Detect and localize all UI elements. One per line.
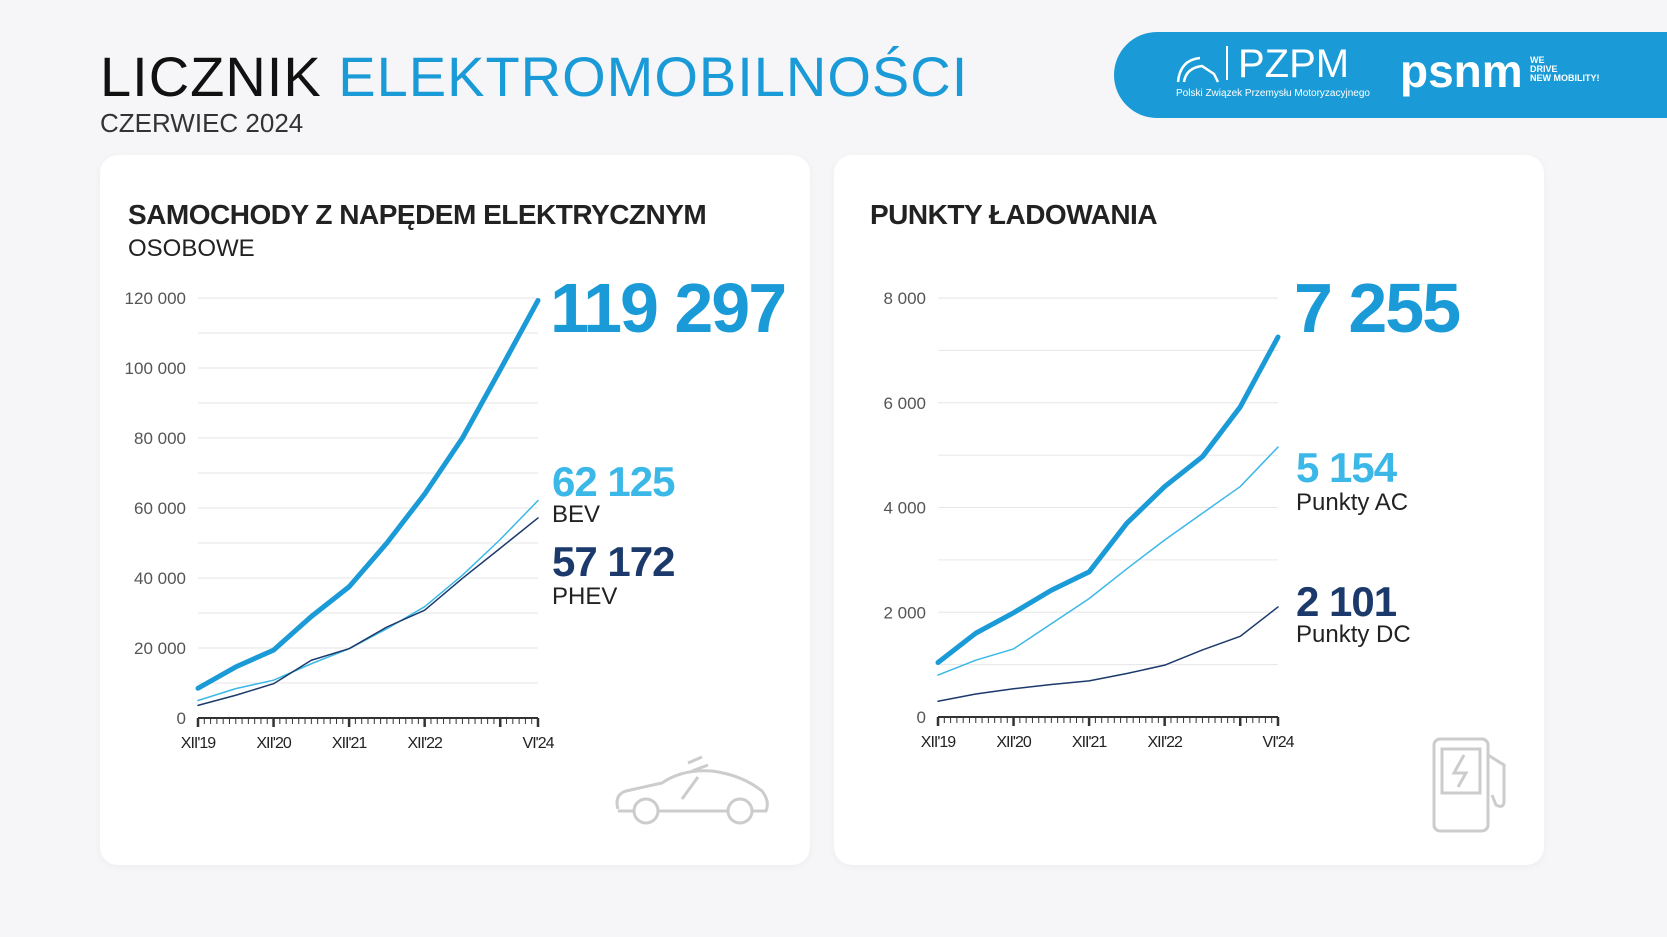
series-line-bev — [197, 499, 539, 702]
x-tick-label: XII'22 — [407, 735, 443, 752]
series-line-phev — [197, 517, 539, 707]
psnm-logo: psnm — [1400, 45, 1523, 97]
y-tick-label: 8 000 — [883, 289, 926, 308]
title-part1: LICZNIK — [100, 45, 322, 108]
page-subtitle: CZERWIEC 2024 — [100, 108, 304, 138]
ac-value: 5 154 — [1296, 444, 1397, 491]
x-tick-label: VI'24 — [523, 735, 555, 752]
dc-value: 2 101 — [1296, 578, 1397, 625]
y-tick-label: 6 000 — [883, 394, 926, 413]
charging-title: PUNKTY ŁADOWANIA — [870, 199, 1158, 230]
x-tick-label: XII'21 — [332, 735, 368, 752]
cars-card: SAMOCHODY Z NAPĘDEM ELEKTRYCZNYM OSOBOWE… — [100, 155, 810, 865]
pzpm-logo-icon — [1176, 56, 1220, 83]
pzpm-fullname: Polski Związek Przemysłu Motoryzacyjnego — [1176, 88, 1370, 99]
title-part2: ELEKTROMOBILNOŚCI — [338, 45, 969, 108]
x-tick-label: VI'24 — [1263, 734, 1295, 751]
page-title: LICZNIK ELEKTROMOBILNOŚCI — [100, 44, 968, 109]
charging-card: PUNKTY ŁADOWANIA 7 255 5 154 Punkty AC 2… — [834, 155, 1544, 865]
charging-chart: 0 2 000 4 000 6 000 8 000 XII'19 XII'20 XII'21 X… — [883, 289, 1295, 751]
x-tick-label: XII'22 — [1147, 734, 1183, 751]
phev-value: 57 172 — [552, 538, 675, 585]
y-tick-label: 60 000 — [134, 499, 186, 518]
y-tick-label: 0 — [917, 708, 926, 727]
cars-subtitle: OSOBOWE — [128, 235, 255, 262]
series-line-punkty-dc — [937, 606, 1279, 703]
cars-title: SAMOCHODY Z NAPĘDEM ELEKTRYCZNYM — [128, 199, 707, 230]
y-tick-label: 100 000 — [125, 359, 186, 378]
pzpm-logo: PZPM — [1238, 42, 1350, 86]
y-tick-label: 80 000 — [134, 429, 186, 448]
x-tick-label: XII'21 — [1072, 734, 1108, 751]
dc-label: Punkty DC — [1296, 621, 1411, 648]
y-tick-label: 0 — [177, 709, 186, 728]
y-tick-label: 120 000 — [125, 289, 186, 308]
bev-value: 62 125 — [552, 458, 675, 505]
cars-total: 119 297 — [550, 269, 787, 347]
x-tick-label: XII'20 — [996, 734, 1032, 751]
tagline-3: NEW MOBILITY! — [1530, 73, 1600, 83]
series-line-total — [935, 334, 1281, 666]
y-tick-label: 40 000 — [134, 569, 186, 588]
electric-car-icon — [615, 755, 769, 825]
x-tick-label: XII'20 — [256, 735, 292, 752]
series-line-punkty-ac — [937, 446, 1279, 676]
bev-label: BEV — [552, 501, 601, 528]
charging-station-icon — [1432, 737, 1506, 833]
x-tick-label: XII'19 — [921, 734, 957, 751]
x-tick-label: XII'19 — [181, 735, 217, 752]
tagline-2: DRIVE — [1530, 64, 1558, 74]
ac-label: Punkty AC — [1296, 489, 1409, 516]
charging-total: 7 255 — [1294, 269, 1461, 347]
psnm-tagline: WE DRIVE NEW MOBILITY! — [1530, 56, 1600, 83]
phev-label: PHEV — [552, 583, 618, 610]
cars-chart: 0 20 000 40 000 60 000 80 000 100 000 120 000 X… — [125, 289, 556, 752]
y-tick-label: 4 000 — [883, 499, 926, 518]
partner-banner: PZPM Polski Związek Przemysłu Motoryzacy… — [1114, 32, 1667, 118]
tagline-1: WE — [1530, 55, 1545, 65]
y-tick-label: 2 000 — [883, 603, 926, 622]
y-tick-label: 20 000 — [134, 639, 186, 658]
series-line-total — [195, 297, 541, 691]
